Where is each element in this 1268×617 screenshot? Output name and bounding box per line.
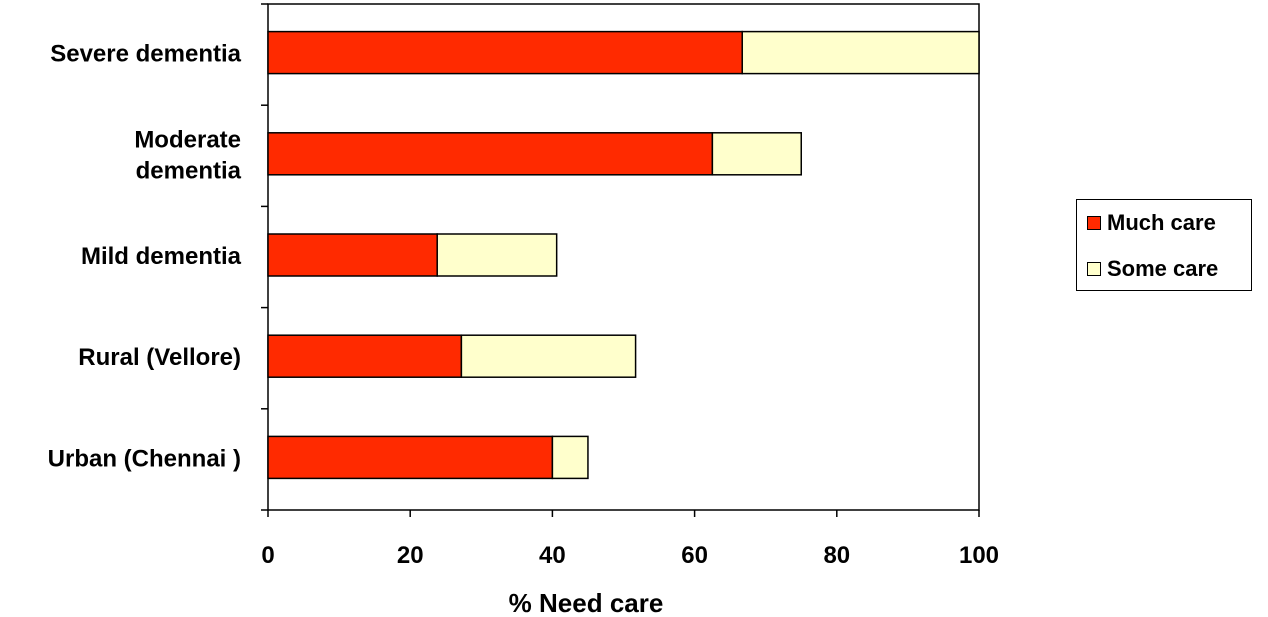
x-tick-label-0: 0 [261,542,274,569]
bar-much-care-3 [267,334,463,378]
legend-swatch-some-care [1087,262,1101,276]
x-tick-label-3: 60 [681,542,708,569]
legend-label-some-care: Some care [1107,256,1219,281]
x-axis-title: % Need care [509,588,664,617]
bar-much-care-1 [267,132,714,176]
category-label-1-line-0: Moderate [134,126,241,153]
category-label-1-line-1: dementia [136,157,242,184]
category-label-2: Mild dementia [81,243,242,270]
legend-item-much-care: Much care [1087,210,1216,236]
bar-much-care-4 [267,435,554,480]
tick-labels: 0 20 40 60 80 100 [261,542,999,569]
category-label-4: Urban (Chennai ) [48,445,241,472]
x-tick-label-5: 100 [959,542,999,569]
bar-some-care-0 [741,30,980,75]
axes-group [261,3,980,517]
bar-some-care-4 [551,435,589,480]
bar-much-care-2 [267,233,438,277]
bar-some-care-2 [436,233,558,277]
category-label-3: Rural (Vellore) [78,344,241,371]
bar-much-care-0 [267,30,743,75]
bar-some-care-1 [711,132,802,176]
legend-label-much-care: Much care [1107,210,1216,235]
legend: Much care Some care [1076,199,1252,291]
legend-swatch-much-care [1087,216,1101,230]
x-tick-label-1: 20 [397,542,424,569]
category-label-0: Severe dementia [50,41,241,68]
bar-some-care-3 [460,334,637,378]
bars-group [267,30,980,480]
category-labels: Severe dementia Moderate dementia Mild deme… [48,41,242,473]
legend-item-some-care: Some care [1087,256,1218,282]
x-tick-label-2: 40 [539,542,566,569]
x-tick-label-4: 80 [823,542,850,569]
